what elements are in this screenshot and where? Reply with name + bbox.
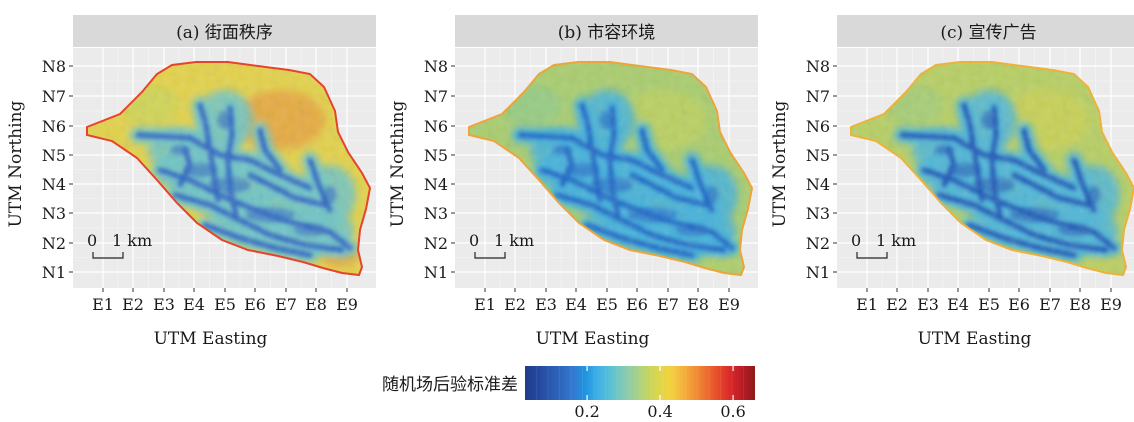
scale-bar-distance-label: 1 km bbox=[112, 231, 152, 250]
y-tick-label: N8 bbox=[806, 57, 830, 76]
x-tick-label: E9 bbox=[336, 295, 358, 314]
y-tick-label: N3 bbox=[806, 204, 830, 223]
study-area-boundary bbox=[850, 61, 1134, 277]
x-tick-label: E4 bbox=[183, 295, 205, 314]
x-tick-label: E8 bbox=[687, 295, 709, 314]
y-tick-label: N1 bbox=[806, 263, 830, 282]
y-axis: N1 N2 N3 N4 N5 N6 N7 N8 bbox=[42, 57, 73, 282]
x-tick-label: E6 bbox=[244, 295, 266, 314]
y-tick-label: N1 bbox=[42, 263, 66, 282]
x-tick-label: E2 bbox=[122, 295, 144, 314]
scale-bar-distance-label: 1 km bbox=[876, 231, 916, 250]
x-tick-label: E8 bbox=[1069, 295, 1091, 314]
stddev-surface bbox=[468, 61, 754, 277]
legend-title: 随机场后验标准差 bbox=[382, 375, 518, 395]
y-tick-label: N7 bbox=[424, 87, 448, 106]
y-axis-title: UTM Northing bbox=[6, 101, 26, 228]
legend-tick-label: 0.2 bbox=[574, 402, 599, 421]
x-tick-label: E5 bbox=[596, 295, 618, 314]
panel-strip bbox=[73, 15, 376, 47]
y-tick-label: N4 bbox=[42, 175, 66, 194]
study-area-boundary bbox=[468, 61, 754, 277]
x-tick-label: E9 bbox=[718, 295, 740, 314]
y-tick-label: N3 bbox=[42, 204, 66, 223]
x-axis-title: UTM Easting bbox=[536, 329, 650, 349]
x-tick-label: E4 bbox=[565, 295, 587, 314]
x-axis: E1 E2 E3 E4 E5 E6 E7 E8 E9 bbox=[92, 288, 358, 314]
y-axis: N1 N2 N3 N4 N5 N6 N7 N8 bbox=[424, 57, 455, 282]
scale-bar-zero-label: 0 bbox=[469, 231, 479, 250]
y-axis: N1 N2 N3 N4 N5 N6 N7 N8 bbox=[806, 57, 837, 282]
scale-bar: 0 1 km bbox=[87, 231, 152, 259]
legend-tick-label: 0.6 bbox=[720, 402, 745, 421]
y-tick-label: N3 bbox=[424, 204, 448, 223]
y-tick-label: N5 bbox=[424, 146, 448, 165]
y-tick-label: N6 bbox=[42, 117, 66, 136]
x-tick-label: E3 bbox=[535, 295, 557, 314]
x-tick-label: E1 bbox=[474, 295, 496, 314]
panel-title: (b) 市容环境 bbox=[558, 23, 656, 43]
y-tick-label: N6 bbox=[424, 117, 448, 136]
x-tick-label: E2 bbox=[886, 295, 908, 314]
x-tick-label: E8 bbox=[305, 295, 327, 314]
x-tick-label: E7 bbox=[275, 295, 297, 314]
x-tick-label: E2 bbox=[504, 295, 526, 314]
y-tick-label: N2 bbox=[42, 234, 66, 253]
x-tick-label: E6 bbox=[1008, 295, 1030, 314]
legend-tick-label: 0.4 bbox=[647, 402, 672, 421]
x-tick-label: E4 bbox=[947, 295, 969, 314]
x-tick-label: E3 bbox=[917, 295, 939, 314]
y-tick-label: N8 bbox=[42, 57, 66, 76]
scale-bar-distance-label: 1 km bbox=[494, 231, 534, 250]
panel-strip bbox=[837, 15, 1134, 47]
x-tick-label: E7 bbox=[657, 295, 679, 314]
x-tick-label: E1 bbox=[856, 295, 878, 314]
x-axis: E1 E2 E3 E4 E5 E6 E7 E8 E9 bbox=[856, 288, 1122, 314]
x-tick-label: E5 bbox=[978, 295, 1000, 314]
y-axis-title: UTM Northing bbox=[388, 101, 408, 228]
panel-title: (a) 街面秩序 bbox=[176, 23, 273, 43]
y-tick-label: N1 bbox=[424, 263, 448, 282]
x-axis: E1 E2 E3 E4 E5 E6 E7 E8 E9 bbox=[474, 288, 740, 314]
y-tick-label: N7 bbox=[42, 87, 66, 106]
y-tick-label: N8 bbox=[424, 57, 448, 76]
study-area-boundary bbox=[86, 61, 372, 277]
x-tick-label: E5 bbox=[214, 295, 236, 314]
x-tick-label: E3 bbox=[153, 295, 175, 314]
legend-colorbar bbox=[525, 366, 755, 400]
y-tick-label: N2 bbox=[806, 234, 830, 253]
x-axis-title: UTM Easting bbox=[154, 329, 268, 349]
y-tick-label: N5 bbox=[806, 146, 830, 165]
y-tick-label: N6 bbox=[806, 117, 830, 136]
panel-title: (c) 宣传广告 bbox=[940, 23, 1036, 43]
y-tick-label: N5 bbox=[42, 146, 66, 165]
scale-bar-zero-label: 0 bbox=[851, 231, 861, 250]
scale-bar: 0 1 km bbox=[851, 231, 916, 259]
x-axis-title: UTM Easting bbox=[918, 329, 1032, 349]
panel-strip bbox=[455, 15, 758, 47]
y-tick-label: N4 bbox=[424, 175, 448, 194]
scale-bar-zero-label: 0 bbox=[87, 231, 97, 250]
y-tick-label: N2 bbox=[424, 234, 448, 253]
x-tick-label: E1 bbox=[92, 295, 114, 314]
y-axis-title: UTM Northing bbox=[770, 101, 790, 228]
x-tick-label: E6 bbox=[626, 295, 648, 314]
x-tick-label: E7 bbox=[1039, 295, 1061, 314]
x-tick-label: E9 bbox=[1100, 295, 1122, 314]
scale-bar: 0 1 km bbox=[469, 231, 534, 259]
y-tick-label: N4 bbox=[806, 175, 830, 194]
y-tick-label: N7 bbox=[806, 87, 830, 106]
legend: 随机场后验标准差 0.2 0.4 0.6 bbox=[382, 366, 755, 421]
